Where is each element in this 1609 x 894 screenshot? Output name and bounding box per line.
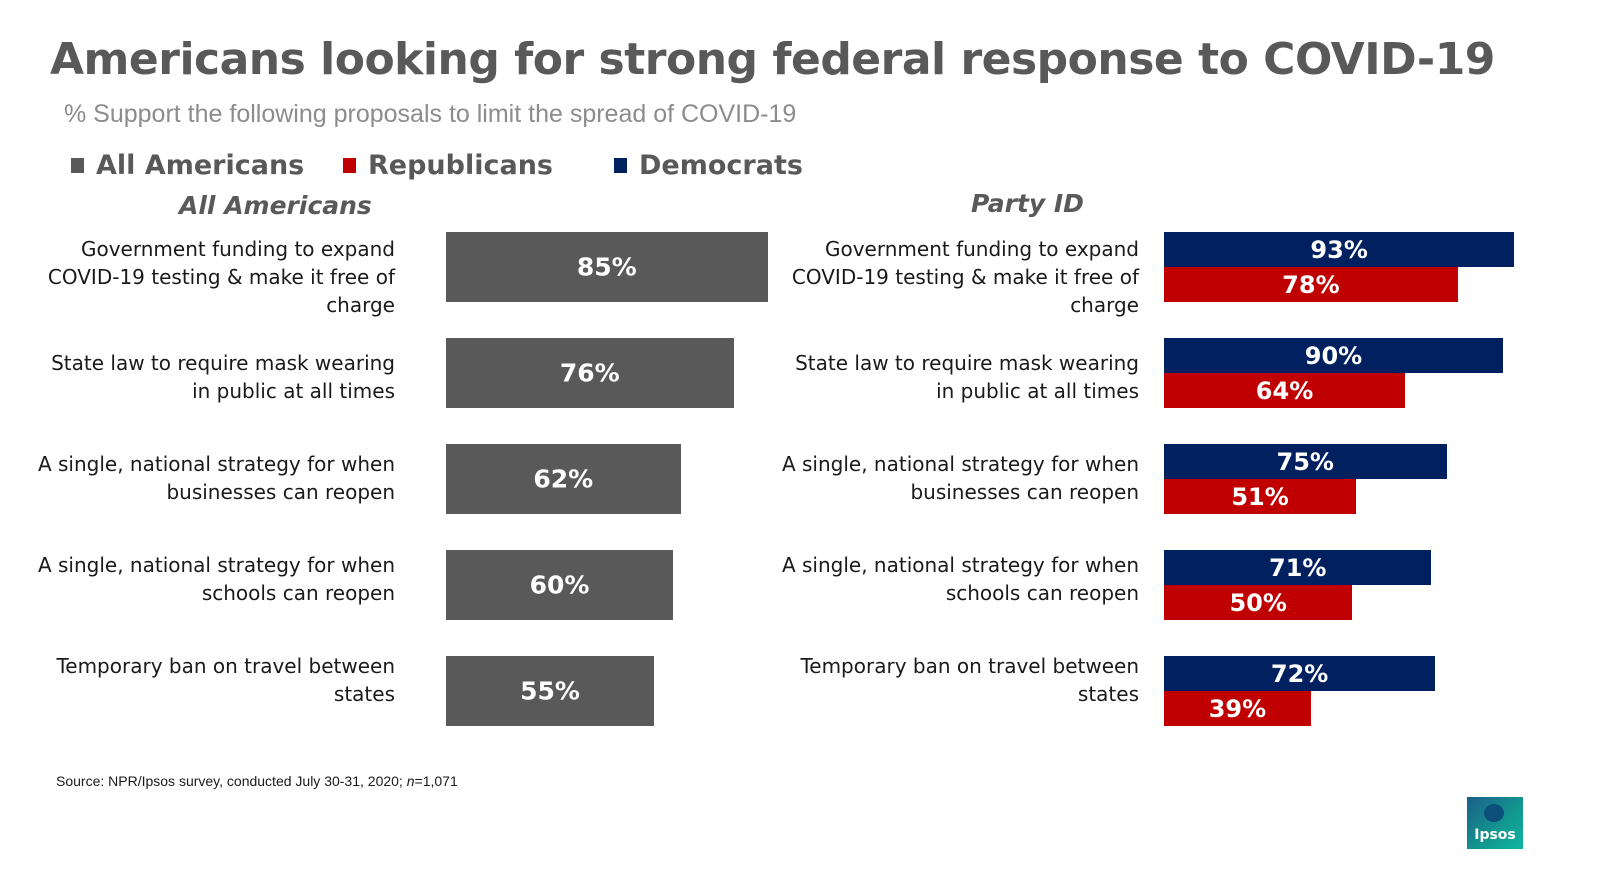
legend-item-all-americans: All Americans: [71, 150, 304, 181]
category-label-line: businesses can reopen: [166, 480, 395, 504]
bar-all-americans: [446, 550, 674, 620]
category-label-line: schools can reopen: [945, 581, 1139, 605]
bar-republicans: [1164, 373, 1406, 408]
bar-value-label: 76%: [559, 358, 620, 388]
legend-item-republicans: Republicans: [343, 150, 553, 181]
category-label-line: State law to require mask wearing: [51, 351, 395, 375]
source-suffix: =1,071: [414, 773, 458, 789]
source-prefix: Source: NPR/Ipsos survey, conducted July…: [56, 773, 407, 789]
category-label: A single, national strategy for when busi…: [782, 450, 1139, 506]
bar-republicans: [1164, 585, 1353, 620]
bar-value-label: 72%: [1270, 659, 1329, 688]
bar-democrats: [1164, 338, 1504, 373]
category-label: Government funding to expand COVID-19 tes…: [48, 235, 395, 319]
bar-all-americans: [446, 444, 681, 514]
legend-swatch-all-americans: [71, 158, 84, 173]
bar-value-label: 75%: [1276, 447, 1334, 476]
bar-democrats: [1164, 232, 1515, 267]
category-label-line: COVID-19 testing & make it free of: [791, 265, 1139, 289]
bar-value-label: 50%: [1229, 588, 1287, 617]
category-label: Temporary ban on travel between states: [800, 652, 1139, 708]
bar-value-label: 85%: [576, 252, 637, 282]
legend-label-republicans: Republicans: [368, 150, 554, 181]
category-label: Temporary ban on travel between states: [56, 652, 395, 708]
category-label: A single, national strategy for when busi…: [38, 450, 395, 506]
bar-democrats: [1164, 444, 1447, 479]
category-label-line: A single, national strategy for when: [781, 553, 1139, 577]
right-panel-title: Party ID: [971, 189, 1084, 218]
bar-democrats: [1164, 550, 1432, 585]
category-label-line: businesses can reopen: [910, 480, 1139, 504]
legend-swatch-republicans: [343, 158, 356, 173]
bar-value-label: 64%: [1255, 376, 1314, 405]
category-label: A single, national strategy for when scho…: [38, 551, 395, 607]
legend-item-democrats: Democrats: [614, 150, 803, 181]
bar-value-label: 93%: [1310, 235, 1368, 264]
bar-all-americans: [446, 338, 734, 408]
bar-value-label: 78%: [1282, 270, 1340, 299]
category-label-line: Government funding to expand: [824, 237, 1139, 261]
source-n: n: [406, 773, 415, 789]
bar-all-americans: [446, 232, 768, 302]
category-label-line: states: [1077, 682, 1139, 706]
category-label-line: charge: [326, 293, 395, 317]
legend-label-all-americans: All Americans: [96, 150, 305, 181]
category-label: State law to require mask wearing in publ…: [795, 349, 1139, 405]
category-label: State law to require mask wearing in publ…: [51, 349, 395, 405]
source-note: Source: NPR/Ipsos survey, conducted July…: [56, 773, 458, 789]
category-label-line: Temporary ban on travel between: [800, 654, 1139, 678]
bar-value-label: 60%: [529, 570, 590, 600]
category-label-line: Temporary ban on travel between: [56, 654, 395, 678]
bar-value-label: 39%: [1208, 694, 1267, 723]
bar-republicans: [1164, 267, 1458, 302]
category-label-line: COVID-19 testing & make it free of: [47, 265, 395, 289]
bar-value-label: 90%: [1304, 341, 1363, 370]
category-label-line: schools can reopen: [201, 581, 395, 605]
category-label-line: State law to require mask wearing: [795, 351, 1139, 375]
category-label-line: in public at all times: [936, 379, 1139, 403]
left-panel-title: All Americans: [179, 191, 372, 220]
chart-subtitle: % Support the following proposals to lim…: [64, 100, 797, 128]
category-label-line: charge: [1070, 293, 1139, 317]
legend-swatch-democrats: [614, 158, 627, 173]
bar-all-americans: [446, 656, 655, 726]
category-label-line: A single, national strategy for when: [37, 452, 395, 476]
category-label-line: Government funding to expand: [80, 237, 395, 261]
bar-value-label: 71%: [1268, 553, 1327, 582]
category-label-line: A single, national strategy for when: [37, 553, 395, 577]
bar-democrats: [1164, 656, 1436, 691]
category-label: Government funding to expand COVID-19 tes…: [792, 235, 1139, 319]
category-label-line: states: [333, 682, 395, 706]
logo-bubble-icon: [1484, 804, 1504, 822]
bar-value-label: 62%: [533, 464, 594, 494]
category-label-line: A single, national strategy for when: [781, 452, 1139, 476]
legend: All Americans Republicans Democrats: [0, 150, 900, 190]
category-label-line: in public at all times: [192, 379, 395, 403]
chart-title: Americans looking for strong federal res…: [50, 34, 1495, 85]
ipsos-logo: Ipsos: [1467, 797, 1523, 849]
bar-value-label: 55%: [520, 676, 580, 706]
bar-republicans: [1164, 691, 1311, 726]
bar-republicans: [1164, 479, 1357, 514]
logo-text: Ipsos: [1474, 827, 1516, 843]
bar-value-label: 51%: [1231, 482, 1289, 511]
category-label: A single, national strategy for when scho…: [782, 551, 1139, 607]
legend-label-democrats: Democrats: [639, 150, 803, 181]
